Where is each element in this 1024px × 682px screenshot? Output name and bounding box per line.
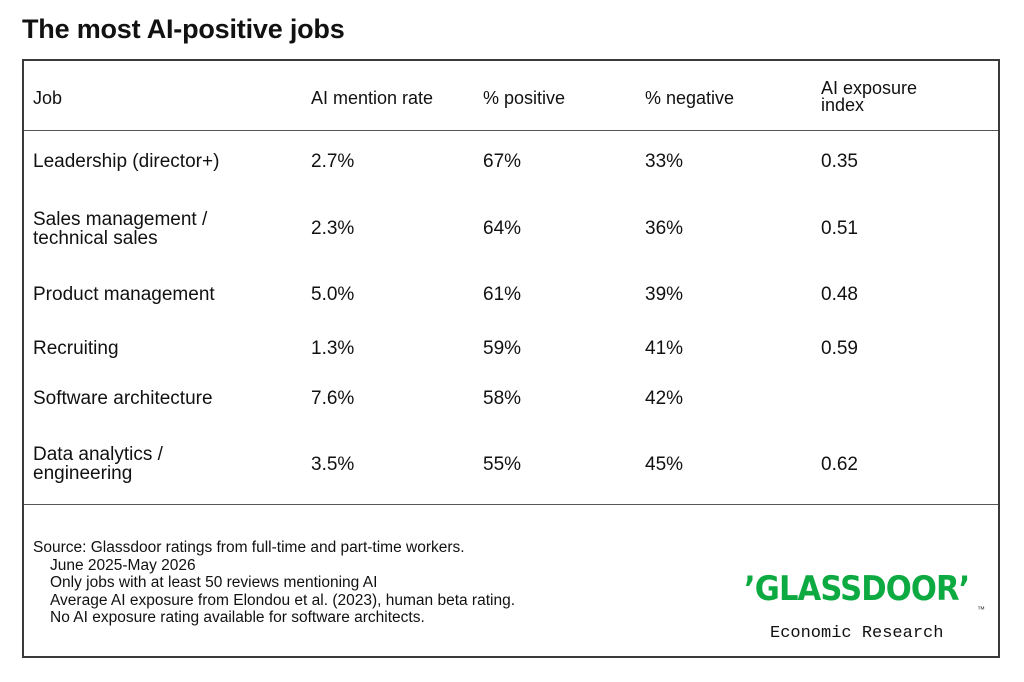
- table-cell-job: Recruiting: [33, 338, 119, 359]
- logo-subtitle: Economic Research: [770, 624, 944, 643]
- trademark-symbol: ™: [977, 605, 985, 614]
- table-cell-job: Sales management / technical sales: [33, 209, 208, 249]
- column-header-exposure: AI exposure index: [821, 78, 918, 115]
- source-line: Average AI exposure from Elondou et al. …: [50, 591, 515, 609]
- table-cell-job: Software architecture: [33, 388, 213, 409]
- table-frame: Job AI mention rate % positive % negativ…: [22, 59, 1000, 658]
- header-divider: [24, 130, 998, 131]
- source-line: Source: Glassdoor ratings from full-time…: [33, 539, 465, 556]
- source-line: Only jobs with at least 50 reviews menti…: [50, 574, 378, 592]
- table-cell-mention: 7.6%: [311, 388, 355, 409]
- table-cell-job: Product management: [33, 284, 215, 305]
- table-cell-mention: 5.0%: [311, 284, 355, 305]
- table-cell-positive: 61%: [483, 284, 522, 305]
- table-cell-job: Leadership (director+): [33, 151, 220, 172]
- table-cell-positive: 67%: [483, 151, 522, 172]
- table-cell-positive: 58%: [483, 388, 522, 409]
- table-cell-exposure: 0.35: [821, 151, 858, 172]
- table-cell-negative: 42%: [645, 388, 684, 409]
- table-cell-negative: 36%: [645, 218, 684, 239]
- table-cell-negative: 33%: [645, 151, 684, 172]
- table-cell-mention: 2.7%: [311, 151, 355, 172]
- source-note: Source: Glassdoor ratings from full-time…: [33, 539, 515, 627]
- table-cell-negative: 39%: [645, 284, 684, 305]
- source-line: No AI exposure rating available for soft…: [50, 609, 425, 627]
- table-cell-positive: 55%: [483, 454, 522, 475]
- table-cell-positive: 59%: [483, 338, 522, 359]
- table-cell-exposure: 0.62: [821, 454, 858, 475]
- table-cell-exposure: 0.59: [821, 338, 858, 359]
- column-header-job: Job: [33, 88, 63, 108]
- page-title: The most AI-positive jobs: [22, 14, 345, 44]
- glassdoor-wordmark: ’GLASSDOOR’: [744, 569, 970, 609]
- table-cell-negative: 45%: [645, 454, 684, 475]
- column-header-mention-rate: AI mention rate: [311, 88, 434, 108]
- table-cell-mention: 2.3%: [311, 218, 355, 239]
- table-cell-positive: 64%: [483, 218, 522, 239]
- table-cell-mention: 1.3%: [311, 338, 355, 359]
- column-header-negative: % negative: [645, 88, 735, 108]
- column-header-positive: % positive: [483, 88, 566, 108]
- table-cell-exposure: 0.51: [821, 218, 858, 239]
- source-line: June 2025-May 2026: [50, 556, 196, 574]
- table-cell-job: Data analytics / engineering: [33, 444, 163, 484]
- glassdoor-logo: ’GLASSDOOR’ ™ Economic Research: [744, 569, 985, 643]
- table-cell-negative: 41%: [645, 338, 684, 359]
- table-cell-exposure: 0.48: [821, 284, 858, 305]
- footer-divider: [24, 504, 998, 505]
- table-cell-mention: 3.5%: [311, 454, 355, 475]
